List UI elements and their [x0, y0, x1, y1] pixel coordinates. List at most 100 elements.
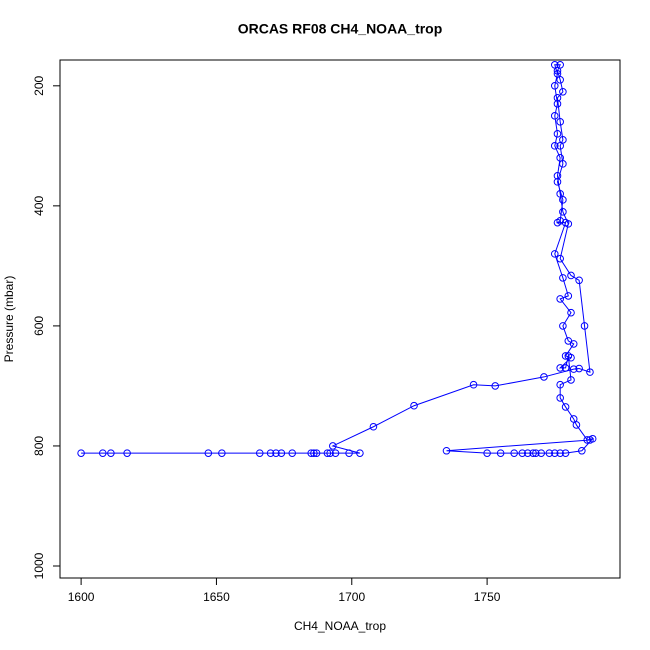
- data-point: [561, 364, 570, 372]
- data-point: [575, 364, 583, 373]
- plot-frame: [59, 59, 621, 579]
- data-point: [255, 449, 264, 457]
- data-point: [553, 70, 562, 78]
- data-point: [329, 442, 337, 450]
- x-tick-label: 1750: [474, 590, 501, 604]
- data-point: [529, 449, 537, 457]
- data-point: [553, 94, 562, 102]
- data-point: [556, 118, 564, 126]
- data-point: [556, 254, 564, 263]
- data-point: [288, 449, 297, 457]
- data-point: [564, 352, 573, 360]
- data-point: [561, 449, 570, 457]
- data-point: [550, 82, 559, 90]
- data-point: [556, 380, 564, 389]
- data-point: [550, 449, 559, 457]
- data-point: [559, 160, 567, 168]
- data-point: [277, 449, 286, 457]
- data-point: [442, 446, 451, 455]
- data-point: [98, 449, 107, 457]
- data-point: [580, 322, 589, 330]
- data-point: [556, 76, 564, 84]
- data-point: [483, 449, 491, 457]
- y-tick-label: 400: [32, 196, 46, 216]
- data-point: [326, 449, 334, 457]
- y-axis-label: Pressure (mbar): [2, 276, 16, 363]
- x-tick-label: 1650: [203, 590, 230, 604]
- data-point: [559, 88, 567, 96]
- data-point: [575, 276, 583, 285]
- chart-title: ORCAS RF08 CH4_NOAA_trop: [238, 21, 443, 37]
- data-point: [550, 142, 559, 150]
- data-point: [77, 449, 85, 457]
- data-point: [491, 382, 500, 390]
- data-point: [559, 274, 567, 282]
- y-tick-label: 200: [32, 75, 46, 95]
- data-point: [564, 292, 573, 300]
- data-point: [345, 449, 353, 457]
- data-point: [123, 449, 131, 457]
- data-point: [218, 449, 226, 457]
- data-line: [81, 64, 595, 454]
- data-point: [556, 190, 564, 198]
- data-point: [559, 136, 567, 144]
- y-tick-label: 600: [32, 316, 46, 336]
- data-point: [567, 376, 575, 384]
- data-point: [204, 449, 213, 457]
- data-point: [569, 415, 578, 423]
- x-axis-label: CH4_NOAA_trop: [294, 619, 386, 633]
- data-point: [556, 364, 564, 372]
- data-point: [553, 172, 562, 180]
- data-point: [369, 422, 378, 431]
- data-point: [540, 373, 548, 381]
- data-point: [553, 67, 562, 75]
- data-point: [537, 449, 546, 457]
- data-point: [312, 449, 321, 457]
- data-point: [567, 271, 575, 280]
- data-point: [410, 401, 418, 410]
- data-point: [550, 61, 559, 69]
- data-point: [518, 449, 527, 457]
- data-point: [567, 308, 575, 317]
- data-point: [550, 250, 559, 258]
- data-point: [556, 394, 564, 402]
- data-point: [356, 449, 364, 457]
- data-point: [553, 100, 562, 108]
- data-point: [569, 365, 578, 373]
- data-point: [586, 368, 594, 376]
- data-point: [272, 449, 280, 457]
- data-point: [556, 61, 564, 69]
- data-point: [586, 436, 594, 444]
- data-point: [523, 449, 532, 457]
- data-point: [556, 295, 564, 303]
- data-point: [561, 218, 570, 227]
- y-tick-label: 800: [32, 436, 46, 456]
- data-point: [307, 449, 315, 457]
- data-point: [532, 449, 540, 457]
- data-point: [561, 403, 570, 411]
- x-tick-label: 1600: [68, 590, 95, 604]
- data-point: [469, 380, 478, 389]
- data-point: [578, 446, 586, 455]
- data-point: [266, 449, 275, 457]
- data-point: [556, 142, 564, 150]
- data-point: [107, 449, 115, 457]
- data-point: [545, 449, 554, 457]
- data-point: [569, 340, 578, 348]
- data-point: [550, 112, 559, 120]
- data-point: [553, 178, 562, 186]
- data-point: [496, 449, 505, 457]
- data-point: [556, 449, 564, 457]
- data-point: [559, 196, 567, 204]
- data-point: [559, 208, 567, 216]
- data-point: [572, 421, 581, 429]
- data-point: [323, 449, 332, 457]
- data-point: [561, 352, 570, 360]
- data-point: [553, 218, 562, 227]
- data-point: [331, 449, 340, 457]
- data-point: [559, 322, 567, 330]
- data-point: [510, 449, 518, 457]
- data-point: [310, 449, 318, 457]
- data-point: [553, 130, 562, 138]
